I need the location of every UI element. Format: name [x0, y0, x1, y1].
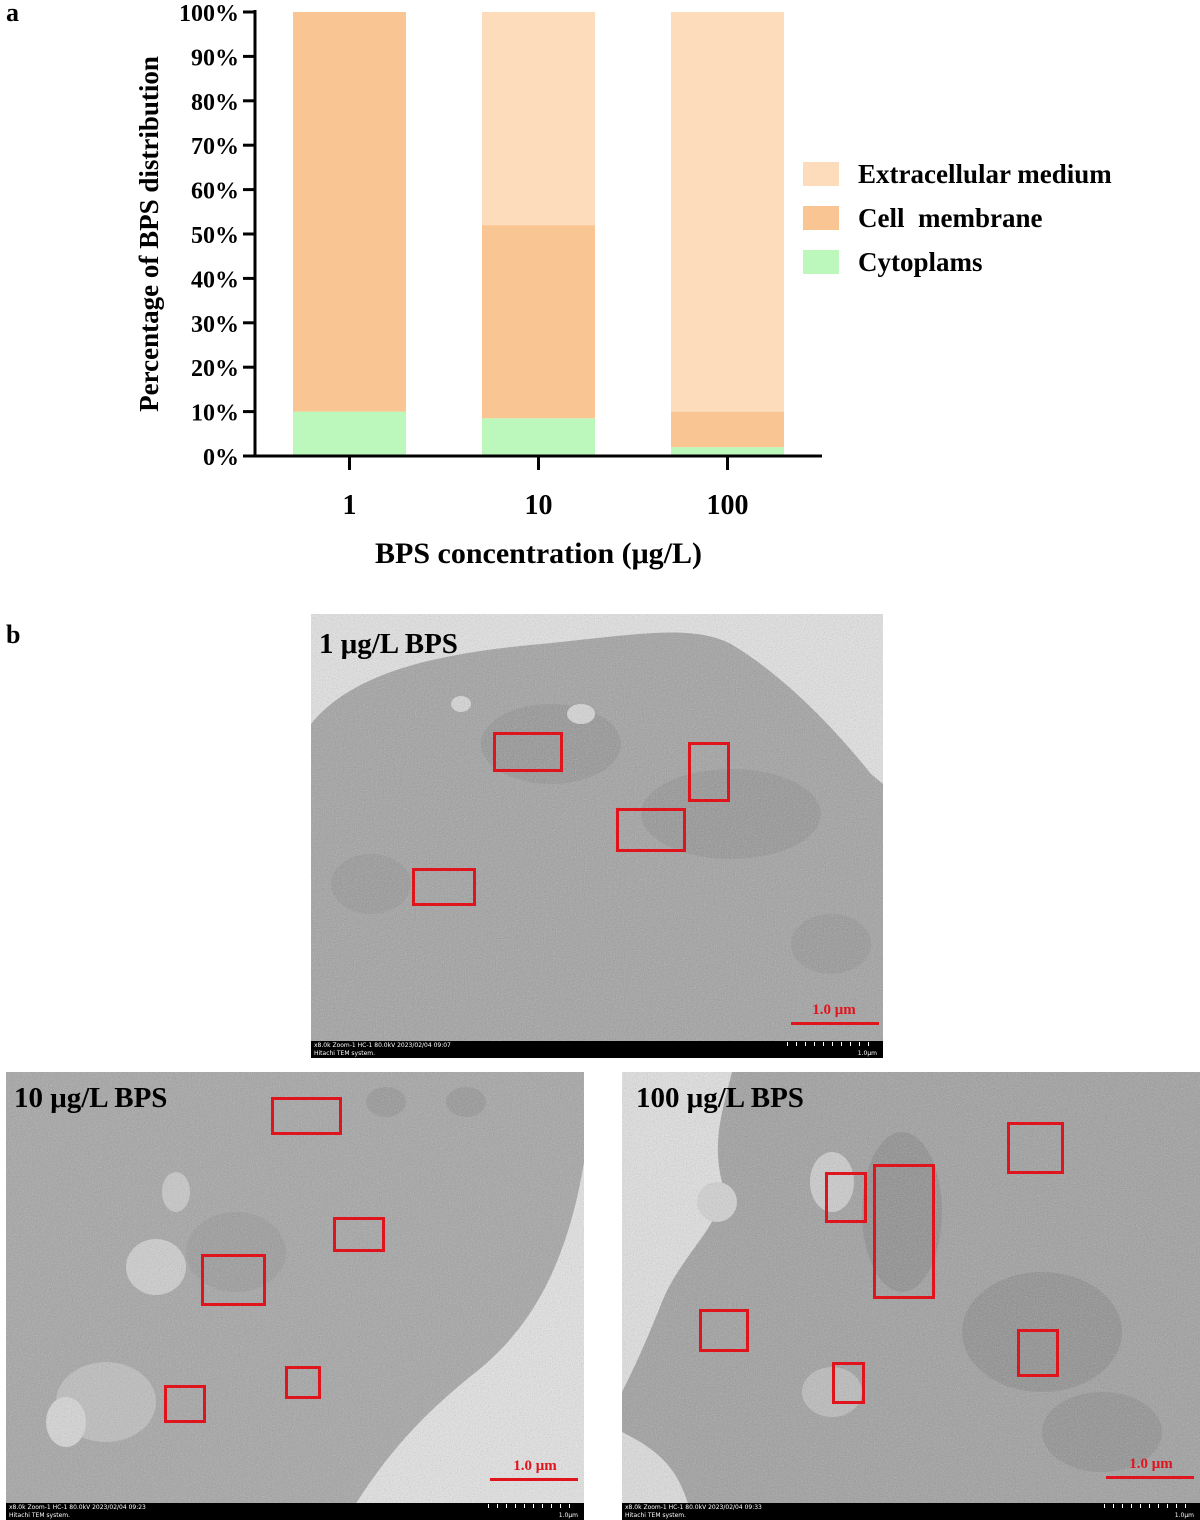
x-tick-label: 100	[707, 490, 749, 521]
tem-micrograph-2	[6, 1072, 584, 1520]
bar-segment-cell-membrane	[482, 225, 595, 419]
tem-info-system: Hitachi TEM system.	[314, 1050, 376, 1057]
highlight-box	[333, 1217, 385, 1252]
legend-label: Cell membrane	[858, 203, 1042, 233]
highlight-box	[201, 1254, 266, 1306]
highlight-box	[699, 1309, 749, 1352]
x-axis-label: BPS concentration (μg/L)	[375, 537, 702, 570]
y-tick-label: 0%	[203, 445, 239, 471]
bar-segment-cell-membrane	[293, 12, 406, 412]
tem-info-bar: x8.0k Zoom-1 HC-1 80.0kV 2023/02/04 09:3…	[622, 1503, 1200, 1520]
scale-bar-label: 1.0 μm	[1129, 1456, 1173, 1472]
highlight-box	[1007, 1122, 1064, 1174]
tem-image-3: 100 μg/L BPS 1.0 μm x8.0k Zoom-1 HC-1 80…	[622, 1072, 1200, 1520]
tem-info-bar: x8.0k Zoom-1 HC-1 80.0kV 2023/02/04 09:0…	[311, 1041, 883, 1058]
highlight-box	[825, 1172, 867, 1223]
legend-swatch	[803, 206, 839, 230]
scale-bar	[1106, 1476, 1194, 1479]
tem-info-text: x8.0k Zoom-1 HC-1 80.0kV 2023/02/04 09:3…	[625, 1504, 762, 1511]
y-tick-label: 100%	[179, 1, 239, 27]
highlight-box	[271, 1097, 342, 1135]
panel-b-label: b	[6, 620, 21, 649]
legend-label: Cytoplams	[858, 247, 983, 277]
x-tick-label: 1	[343, 490, 357, 521]
bar-segment-cytoplams	[671, 447, 784, 456]
scale-bar	[490, 1478, 578, 1481]
bar-segment-cell-membrane	[671, 411, 784, 448]
highlight-box	[832, 1362, 865, 1404]
tem-info-system: Hitachi TEM system.	[625, 1512, 687, 1519]
tem-info-ruler	[1104, 1504, 1194, 1508]
highlight-box	[164, 1385, 206, 1423]
tem-3-title: 100 μg/L BPS	[636, 1082, 804, 1114]
y-tick-label: 50%	[191, 223, 239, 249]
tem-info-text: x8.0k Zoom-1 HC-1 80.0kV 2023/02/04 09:2…	[9, 1504, 146, 1511]
legend-swatch	[803, 250, 839, 274]
bar-segment-cytoplams	[482, 418, 595, 456]
panel-a-label: a	[6, 0, 19, 27]
tem-micrograph-3	[622, 1072, 1200, 1520]
bar-segment-cytoplams	[293, 411, 406, 456]
y-tick-label: 60%	[191, 179, 239, 205]
bar-segment-extracellular-medium	[671, 12, 784, 412]
highlight-box	[873, 1164, 935, 1299]
y-tick-label: 80%	[191, 90, 239, 116]
tem-micrograph-1	[311, 614, 883, 1058]
tem-info-text: x8.0k Zoom-1 HC-1 80.0kV 2023/02/04 09:0…	[314, 1042, 451, 1049]
stacked-bar-chart: 1 10 100 0% 10% 20% 30% 40% 50% 60% 70% 80% 90% 100% B…	[134, 1, 1112, 570]
tem-image-2: 10 μg/L BPS 1.0 μm x8.0k Zoom-1 HC-1 80.…	[6, 1072, 584, 1520]
y-tick-label: 20%	[191, 356, 239, 382]
tem-image-1: 1 μg/L BPS 1.0 μm x8.0k Zoom-1 HC-1 80.0…	[311, 614, 883, 1058]
y-axis-label: Percentage of BPS distribution	[134, 56, 164, 412]
tem-1-title: 1 μg/L BPS	[319, 628, 458, 660]
x-tick-label: 10	[525, 490, 553, 521]
tem-info-bar: x8.0k Zoom-1 HC-1 80.0kV 2023/02/04 09:2…	[6, 1503, 584, 1520]
highlight-box	[493, 732, 563, 772]
tem-info-scale: 1.0μm	[857, 1050, 877, 1057]
legend-label: Extracellular medium	[858, 159, 1112, 189]
tem-info-ruler	[488, 1504, 578, 1508]
y-tick-label: 90%	[191, 45, 239, 71]
y-tick-label: 10%	[191, 401, 239, 427]
legend-swatch	[803, 162, 839, 186]
tem-info-scale: 1.0μm	[558, 1512, 578, 1519]
highlight-box	[412, 868, 476, 906]
tem-info-system: Hitachi TEM system.	[9, 1512, 71, 1519]
highlight-box	[1017, 1329, 1059, 1377]
y-tick-label: 70%	[191, 134, 239, 160]
tem-2-title: 10 μg/L BPS	[14, 1082, 168, 1114]
scale-bar-label: 1.0 μm	[812, 1002, 856, 1018]
y-tick-label: 40%	[191, 267, 239, 293]
highlight-box	[616, 808, 686, 852]
highlight-box	[285, 1366, 321, 1399]
tem-info-scale: 1.0μm	[1174, 1512, 1194, 1519]
bar-segment-extracellular-medium	[482, 12, 595, 226]
scale-bar-label: 1.0 μm	[513, 1458, 557, 1474]
highlight-box	[688, 742, 730, 802]
y-tick-label: 30%	[191, 312, 239, 338]
tem-info-ruler	[787, 1042, 877, 1046]
scale-bar	[791, 1022, 879, 1025]
